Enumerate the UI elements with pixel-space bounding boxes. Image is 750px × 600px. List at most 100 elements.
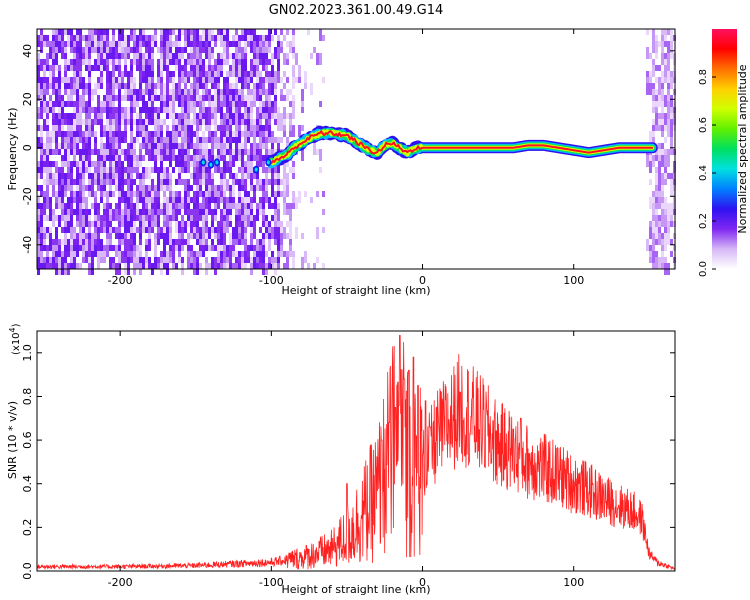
- spectrogram-cell: [85, 215, 88, 221]
- spectrogram-x-label: Height of straight line (km): [281, 284, 430, 297]
- spectrogram-cell: [85, 143, 88, 149]
- spectrogram-cell: [112, 149, 115, 155]
- y-tick-label: 0.2: [21, 519, 34, 537]
- spectrogram-cell: [100, 185, 103, 191]
- spectrogram-cell: [82, 251, 85, 257]
- spectrogram-cell: [124, 245, 127, 251]
- spectrogram-cell: [85, 65, 88, 71]
- spectrogram-cell: [85, 35, 88, 41]
- spectrogram-cell: [256, 47, 259, 53]
- spectrogram-cell: [310, 53, 313, 59]
- spectrogram-cell: [91, 251, 94, 257]
- spectrogram-cell: [97, 113, 100, 119]
- spectrogram-cell: [130, 161, 133, 167]
- spectrogram-cell: [40, 35, 43, 41]
- spectrogram-cell: [64, 245, 67, 251]
- spectrogram-cell: [223, 35, 226, 41]
- spectrogram-cell: [244, 143, 247, 149]
- spectrogram-cell: [223, 251, 226, 263]
- spectrogram-cell: [199, 203, 202, 209]
- spectrogram-cell: [133, 167, 136, 173]
- spectrogram-cell: [148, 263, 151, 269]
- spectrogram-cell: [85, 161, 88, 167]
- y-tick-label: 0.6: [21, 431, 34, 449]
- spectrogram-cell: [88, 221, 91, 227]
- spectrogram-cell: [64, 173, 67, 179]
- spectrogram-cell: [127, 155, 130, 161]
- spectrogram-cell: [190, 125, 193, 137]
- spectrogram-cell: [283, 107, 286, 119]
- spectrogram-cell: [67, 161, 70, 167]
- spectrogram-cell: [265, 221, 268, 227]
- spectrogram-cell: [184, 227, 187, 233]
- spectrogram-cell: [268, 137, 271, 143]
- spectrogram-cell: [211, 53, 214, 59]
- spectrogram-cell: [55, 65, 58, 71]
- colorbar-tick-label: 0.8: [698, 69, 709, 85]
- spectrogram-cell: [175, 95, 178, 101]
- spectrogram-cell: [91, 221, 94, 227]
- spectrogram-cell: [241, 119, 244, 125]
- spectrogram-cell: [115, 77, 118, 83]
- spectrogram-cell: [274, 173, 277, 179]
- spectrogram-cell: [664, 173, 667, 179]
- spectrogram-cell: [115, 167, 118, 173]
- spectrogram-cell: [247, 191, 250, 197]
- spectrogram-cell: [103, 53, 106, 59]
- spectrogram-cell: [160, 41, 163, 47]
- spectrogram-cell: [274, 239, 277, 245]
- spectrogram-cell: [130, 143, 133, 149]
- spectrogram-cell: [82, 35, 85, 41]
- spectrogram-cell: [292, 35, 295, 47]
- spectrogram-cell: [124, 209, 127, 215]
- spectrogram-cell: [223, 209, 226, 215]
- spectrogram-cell: [154, 251, 157, 257]
- spectrogram-cell: [250, 89, 253, 95]
- spectrogram-cell: [64, 119, 67, 125]
- spectrogram-cell: [217, 77, 220, 83]
- spectrogram-cell: [265, 77, 268, 83]
- spectrogram-cell: [67, 125, 70, 131]
- spectrogram-cell: [64, 47, 67, 53]
- spectrogram-cell: [256, 107, 259, 113]
- spectrogram-cell: [277, 227, 280, 239]
- spectrogram-cell: [121, 221, 124, 227]
- spectrogram-cell: [178, 95, 181, 101]
- spectrogram-cell: [55, 251, 58, 257]
- spectrogram-cell: [241, 155, 244, 161]
- spectrogram-cell: [247, 95, 250, 107]
- spectrogram-cell: [229, 263, 232, 269]
- spectrogram-cell: [52, 101, 55, 107]
- spectrogram-cell: [265, 47, 268, 53]
- spectrogram-cell: [70, 251, 73, 257]
- spectrogram-cell: [76, 245, 79, 257]
- spectrogram-cell: [58, 197, 61, 209]
- spectrogram-cell: [223, 239, 226, 245]
- spectrogram-cell: [283, 251, 286, 257]
- spectrogram-cell: [112, 35, 115, 41]
- spectrogram-cell: [106, 113, 109, 119]
- spectrogram-cell: [220, 53, 223, 59]
- spectrogram-cell: [244, 77, 247, 89]
- spectrogram-cell: [37, 119, 40, 125]
- spectrogram-cell: [166, 137, 169, 143]
- spectrogram-cell: [259, 59, 262, 65]
- spectrogram-cell: [316, 257, 319, 263]
- spectrogram-cell: [76, 35, 79, 41]
- colorbar: 0.00.20.40.60.8 Normalized spectral ampl…: [698, 29, 749, 277]
- spectrogram-cell: [130, 257, 133, 263]
- spectrogram-cell: [664, 113, 667, 119]
- spectrogram-cell: [67, 113, 70, 119]
- spectrogram-cell: [100, 113, 103, 119]
- spectrogram-cell: [193, 65, 196, 71]
- spectrogram-cell: [91, 119, 94, 125]
- spectrogram-cell: [187, 143, 190, 149]
- spectrogram-cell: [115, 245, 118, 257]
- spectrogram-cell: [172, 191, 175, 197]
- spectrogram-cell: [208, 41, 211, 47]
- spectrogram-cell: [37, 59, 40, 65]
- spectrogram-cell: [97, 161, 100, 173]
- spectrogram-cell: [112, 59, 115, 65]
- spectrogram-cell: [205, 137, 208, 143]
- spectrogram-cell: [130, 29, 133, 35]
